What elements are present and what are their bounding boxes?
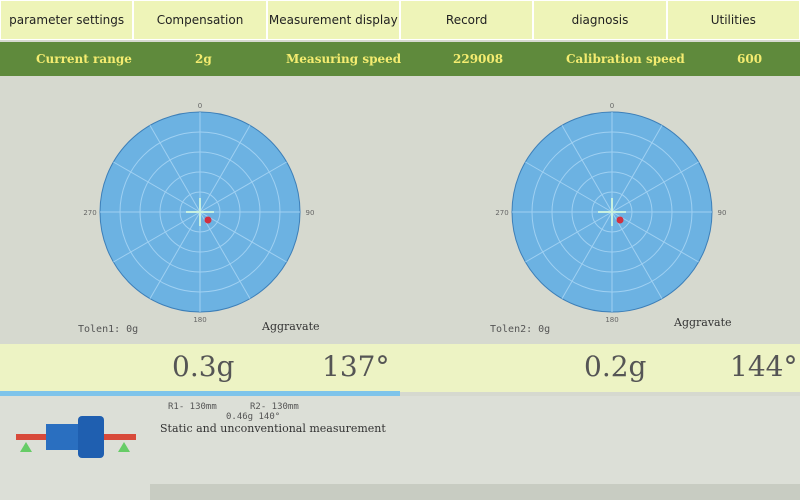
spoke bbox=[199, 161, 287, 213]
tab[interactable]: Measurement display bbox=[266, 0, 400, 40]
value: 600 bbox=[737, 52, 763, 66]
tab-bar: parameter settings Compensation Measurem… bbox=[0, 0, 800, 40]
spoke bbox=[113, 161, 201, 213]
spoke bbox=[561, 211, 613, 299]
rotor-icon bbox=[16, 416, 136, 458]
magnitude: 0.2g bbox=[584, 350, 647, 383]
angle-label: 90 bbox=[306, 209, 315, 217]
spoke bbox=[149, 125, 201, 213]
angle-label: 270 bbox=[83, 209, 96, 217]
angle-label: 180 bbox=[193, 316, 206, 324]
spoke bbox=[611, 211, 699, 263]
tab[interactable]: Utilities bbox=[666, 0, 800, 40]
tab[interactable]: parameter settings bbox=[0, 0, 134, 40]
label: Current range bbox=[36, 52, 132, 66]
magnitude: 0.3g bbox=[172, 350, 235, 383]
angle: 144° bbox=[730, 350, 798, 383]
spoke bbox=[113, 211, 201, 263]
spoke bbox=[149, 211, 201, 299]
status-bar: Current range 2g Measuring speed 229008 … bbox=[0, 42, 800, 76]
footer: R1- 130mm R2- 130mm 0.46g 140° Static an… bbox=[0, 396, 800, 500]
r2: R2- 130mm bbox=[250, 402, 299, 412]
angle-label: 90 bbox=[718, 209, 727, 217]
readout-bar: 0.3g 137° 0.2g 144° bbox=[0, 344, 800, 392]
progress bbox=[0, 391, 400, 396]
marker bbox=[204, 216, 212, 224]
tolerance: Tolen2: 0g bbox=[490, 324, 550, 335]
angle-label: 270 bbox=[495, 209, 508, 217]
angle-label: 0 bbox=[610, 102, 614, 110]
spoke bbox=[611, 161, 699, 213]
spoke bbox=[199, 211, 287, 263]
result: 0.46g 140° bbox=[226, 412, 281, 422]
r1: R1- 130mm bbox=[168, 402, 217, 412]
angle: 137° bbox=[322, 350, 390, 383]
value: 229008 bbox=[453, 52, 504, 66]
spoke bbox=[525, 211, 613, 263]
spoke bbox=[199, 211, 251, 299]
spoke bbox=[199, 125, 251, 213]
status: Aggravate bbox=[261, 320, 320, 333]
tab[interactable]: diagnosis bbox=[533, 0, 667, 40]
angle-label: 0 bbox=[198, 102, 202, 110]
status: Aggravate bbox=[673, 316, 732, 329]
polar-area: 0 90 180 270 Tolen1: 0g Aggravate 0 90 180 270 Tol… bbox=[78, 102, 732, 335]
label: Measuring speed bbox=[286, 52, 402, 66]
mode: Static and unconventional measurement bbox=[160, 422, 386, 435]
spoke bbox=[561, 125, 613, 213]
spoke bbox=[525, 161, 613, 213]
marker bbox=[616, 216, 624, 224]
angle-label: 180 bbox=[605, 316, 618, 324]
tab[interactable]: Record bbox=[399, 0, 534, 40]
tolerance: Tolen1: 0g bbox=[78, 324, 138, 335]
label: Calibration speed bbox=[566, 52, 685, 66]
spoke bbox=[611, 211, 663, 299]
spoke bbox=[611, 125, 663, 213]
tab[interactable]: Compensation bbox=[133, 0, 267, 40]
value: 2g bbox=[195, 52, 212, 66]
taskbar bbox=[150, 484, 800, 500]
